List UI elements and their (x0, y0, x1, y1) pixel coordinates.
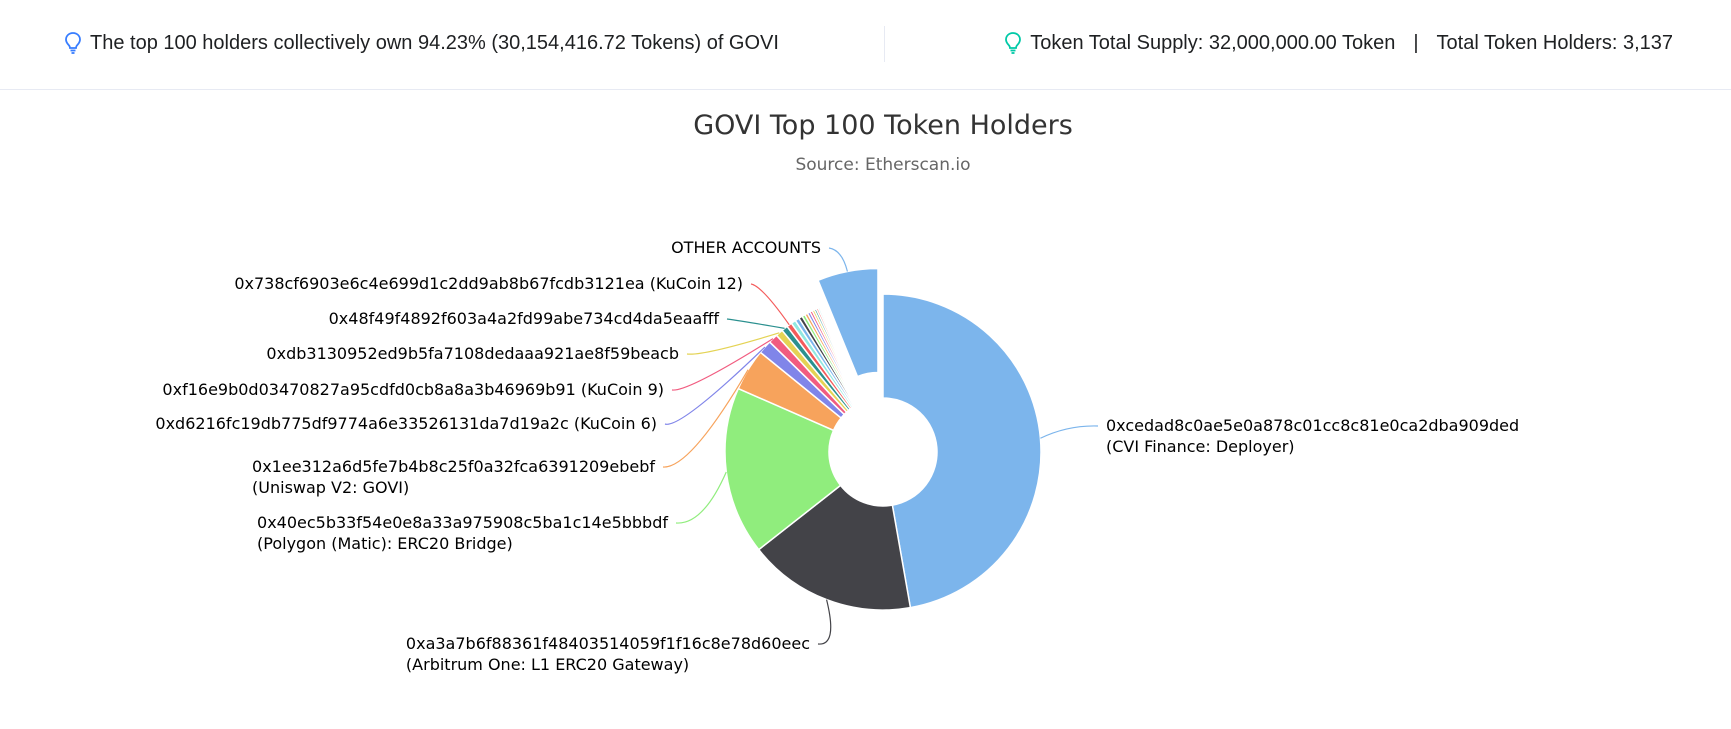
label-connector (686, 332, 780, 355)
holders-chart: GOVI Top 100 Token Holders Source: Ether… (0, 90, 1731, 724)
label-connectors (662, 247, 1099, 645)
slice-labels: 0xcedad8c0ae5e0a878c01cc8c81e0ca2dba909d… (155, 238, 1519, 674)
total-holders-text: Total Token Holders: 3,137 (1436, 32, 1673, 54)
slice-label: 0xa3a7b6f88361f48403514059f1f16c8e78d60e… (406, 634, 810, 653)
donut-chart: GOVI Top 100 Token Holders Source: Ether… (155, 110, 1519, 674)
total-supply-text: Token Total Supply: 32,000,000.00 Token (1030, 32, 1396, 54)
label-connector (671, 338, 774, 391)
pie-slice[interactable] (817, 267, 879, 378)
slice-sublabel: (Arbitrum One: L1 ERC20 Gateway) (406, 655, 689, 674)
pie-slice[interactable] (724, 387, 842, 551)
chart-title: GOVI Top 100 Token Holders (693, 110, 1073, 141)
slice-label: 0x48f49f4892f603a4a2fd99abe734cd4da5eaaf… (329, 309, 720, 328)
label-connector (664, 346, 766, 425)
label-connector (817, 599, 832, 645)
summary-separator: | (1413, 32, 1419, 54)
slice-label: 0x40ec5b33f54e0e8a33a975908c5ba1c14e5bbb… (257, 513, 668, 532)
slices (724, 267, 1042, 611)
label-connector (662, 369, 749, 468)
slice-label: 0x738cf6903e6c4e699d1c2dd9ab8b67fcdb3121… (234, 274, 743, 293)
label-connector (1040, 425, 1099, 439)
top-holders-text: The top 100 holders collectively own 94.… (90, 32, 779, 54)
pie-slice[interactable] (882, 293, 1042, 609)
supply-summary: Token Total Supply: 32,000,000.00 Token … (1004, 29, 1673, 57)
pie-slice[interactable] (821, 304, 864, 404)
top-holders-summary: The top 100 holders collectively own 94.… (64, 29, 779, 57)
summary-divider (884, 26, 885, 62)
lightbulb-icon (1005, 32, 1022, 54)
holders-summary-bar: The top 100 holders collectively own 94.… (0, 0, 1731, 90)
label-connector (828, 247, 849, 272)
pie-slice[interactable] (757, 484, 912, 611)
slice-label: 0xf16e9b0d03470827a95cdfd0cb8a8a3b46969b… (162, 380, 664, 399)
label-connector (726, 318, 785, 329)
slice-label: 0xd6216fc19db775df9774a6e33526131da7d19a… (155, 414, 657, 433)
slice-label: OTHER ACCOUNTS (671, 238, 821, 257)
slice-label: 0x1ee312a6d5fe7b4b8c25f0a32fca6391209ebe… (252, 457, 655, 476)
lightbulb-icon (65, 32, 81, 54)
slice-label: 0xcedad8c0ae5e0a878c01cc8c81e0ca2dba909d… (1106, 416, 1519, 435)
slice-sublabel: (Uniswap V2: GOVI) (252, 478, 409, 497)
label-connector (675, 471, 727, 524)
slice-label: 0xdb3130952ed9b5fa7108dedaaa921ae8f59bea… (266, 344, 679, 363)
chart-subtitle: Source: Etherscan.io (795, 155, 970, 175)
label-connector (750, 283, 790, 326)
slice-sublabel: (CVI Finance: Deployer) (1106, 437, 1295, 456)
slice-sublabel: (Polygon (Matic): ERC20 Bridge) (257, 534, 513, 553)
